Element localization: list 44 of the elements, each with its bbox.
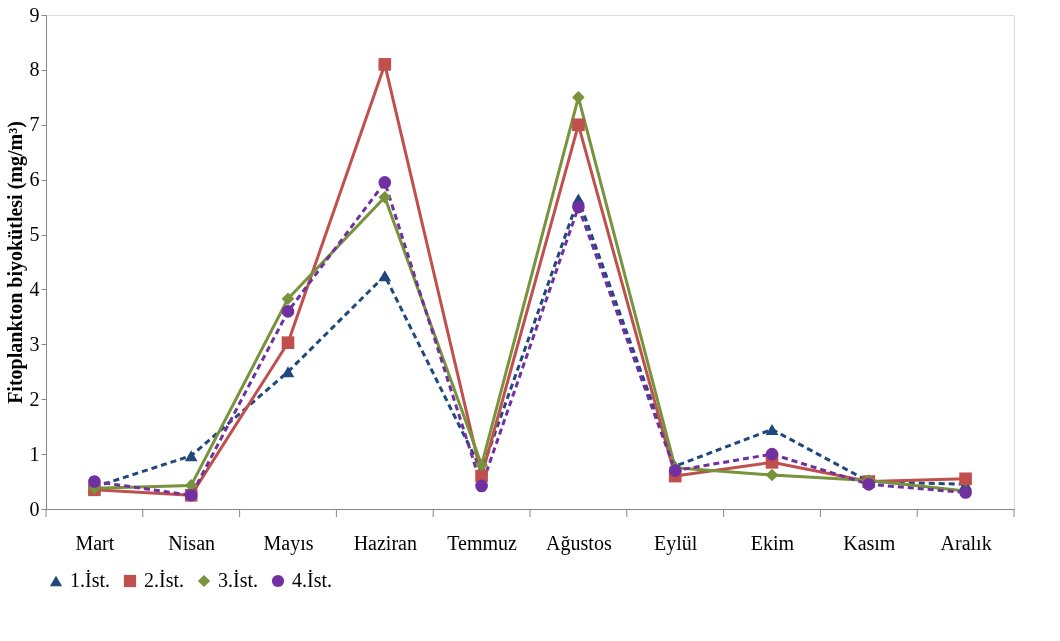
x-tick-label: Ekim bbox=[750, 531, 795, 554]
point bbox=[765, 468, 779, 482]
y-tick-label: 7 bbox=[29, 113, 40, 136]
point bbox=[88, 475, 101, 488]
legend-label: 4.İst. bbox=[292, 569, 332, 591]
legend-label: 3.İst. bbox=[218, 569, 258, 591]
point bbox=[281, 336, 295, 350]
x-tick-label: Temmuz bbox=[447, 531, 518, 554]
y-tick-label: 3 bbox=[29, 332, 40, 355]
x-tick-label: Mayıs bbox=[263, 531, 314, 555]
point bbox=[475, 479, 488, 493]
x-tick-label: Ağustos bbox=[546, 531, 612, 555]
x-tick-label: Haziran bbox=[353, 531, 417, 554]
point bbox=[281, 292, 295, 306]
y-tick-label: 1 bbox=[29, 442, 40, 465]
y-tick-label: 0 bbox=[29, 497, 40, 520]
point bbox=[475, 458, 488, 472]
point bbox=[572, 200, 585, 214]
legend-label: 2.İst. bbox=[144, 569, 184, 591]
y-axis-title: Fitoplankton biyokütlesi (mg/m³) bbox=[3, 121, 27, 404]
point bbox=[378, 176, 392, 189]
point bbox=[765, 447, 779, 461]
x-tick-label: Nisan bbox=[168, 531, 216, 554]
point bbox=[378, 270, 392, 282]
point bbox=[959, 472, 972, 486]
point bbox=[765, 423, 779, 435]
legend-label: 1.İst. bbox=[70, 569, 110, 591]
x-tick-label: Mart bbox=[75, 531, 115, 554]
x-tick-label: Aralık bbox=[940, 531, 992, 554]
point bbox=[281, 366, 295, 378]
point bbox=[572, 91, 585, 104]
x-tick-label: Eylül bbox=[654, 531, 698, 555]
point bbox=[184, 450, 198, 462]
x-tick-label: Kasım bbox=[843, 531, 896, 554]
y-tick-label: 6 bbox=[29, 168, 40, 191]
y-tick-label: 4 bbox=[29, 277, 40, 300]
point bbox=[378, 58, 392, 71]
point bbox=[281, 305, 295, 318]
y-tick-label: 2 bbox=[29, 387, 40, 410]
y-tick-label: 8 bbox=[29, 58, 40, 81]
point bbox=[378, 190, 392, 204]
y-tick-label: 5 bbox=[29, 223, 40, 246]
y-tick-label: 9 bbox=[29, 3, 40, 26]
point bbox=[572, 118, 585, 132]
